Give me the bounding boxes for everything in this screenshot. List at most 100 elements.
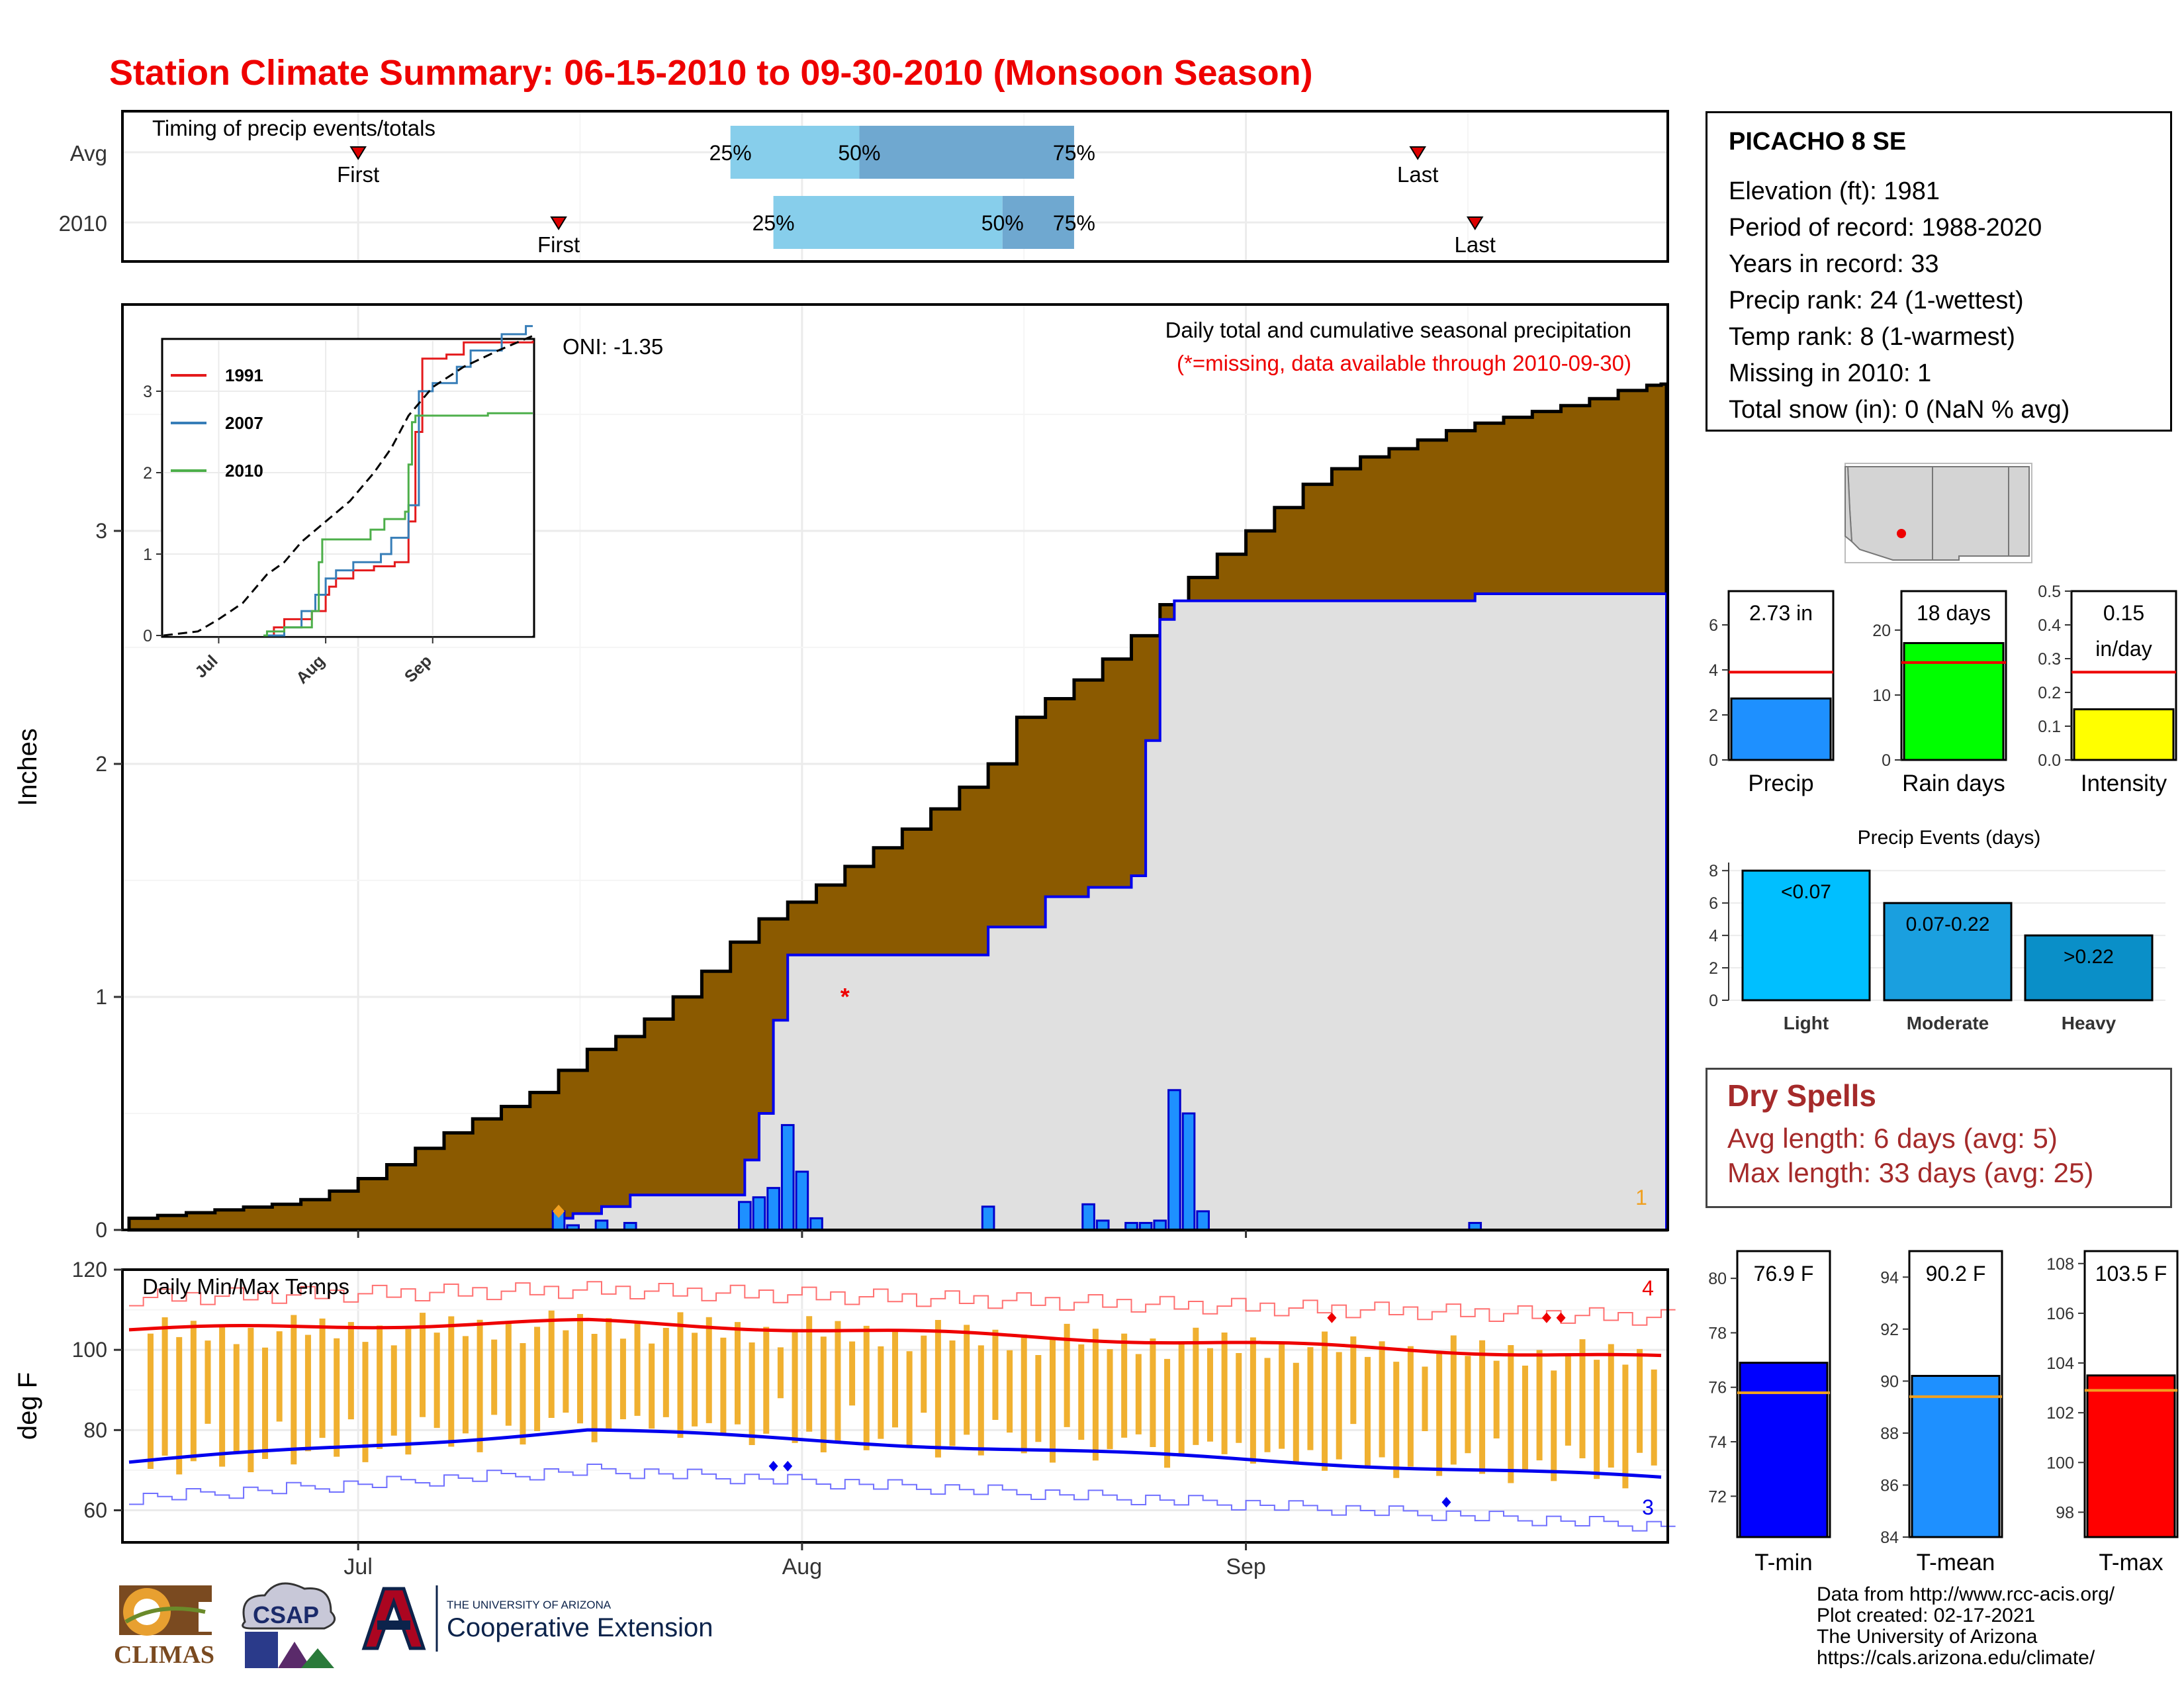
temp-y-tick-label: 80: [83, 1418, 107, 1442]
events-title: Precip Events (days): [1858, 827, 2041, 849]
daily-precip-bar: [809, 1217, 823, 1231]
events-y-tick-label: 6: [1709, 894, 1718, 913]
temp-summary-value-label: 90.2 F: [1926, 1262, 1986, 1286]
last-label: Last: [1397, 162, 1438, 187]
temp-summary-bar-T-mean: [1911, 1375, 2001, 1538]
missing-marker: *: [841, 983, 850, 1010]
last-marker: [1409, 146, 1426, 160]
main-y-tick-label: 1: [95, 985, 107, 1009]
inset-legend-label: 2010: [225, 461, 263, 481]
dry-spells-max-length: Max length: 33 days (avg: 25): [1727, 1157, 2094, 1188]
summary-category-label: Rain days: [1902, 771, 2005, 796]
timing-title: Timing of precip events/totals: [152, 116, 435, 140]
map-state-west: [1844, 466, 1853, 543]
events-range-label: 0.07-0.22: [1906, 914, 1990, 935]
record-low-marker: [783, 1460, 793, 1472]
station-elevation: Elevation (ft): 1981: [1729, 177, 1940, 205]
temperature-panel: Daily Min/Max Temps 4 3 deg F 60 80 100 120…: [13, 1258, 1676, 1579]
temp-summary-y-tick-label: 86: [1880, 1476, 1899, 1495]
ua-big-text: Cooperative Extension: [447, 1613, 713, 1642]
first-label: First: [337, 162, 379, 187]
temp-summary-y-tick-label: 90: [1880, 1372, 1899, 1391]
temp-x-tick-label: Sep: [1226, 1554, 1266, 1579]
timing-bar-q25-q50: [773, 196, 1003, 249]
location-map: [1844, 463, 2032, 563]
events-y-tick-label: 4: [1709, 927, 1718, 945]
missing-count: 1: [1635, 1186, 1647, 1209]
timing-panel: Timing of precip events/totals Avg 2010 …: [59, 110, 1669, 263]
timing-bar-q50-q75: [1002, 196, 1074, 249]
daily-precip-bar: [1095, 1219, 1110, 1231]
dry-spells-box: Dry Spells Avg length: 6 days (avg: 5) M…: [1706, 1068, 2172, 1208]
summary-y-tick-label: 6: [1709, 616, 1718, 635]
temp-y-tick-label: 120: [72, 1258, 107, 1282]
credit-data-source: Data from http://www.rcc-acis.org/: [1817, 1583, 2115, 1605]
main-y-tick-label: 2: [95, 752, 107, 776]
precip-events-chart: Precip Events (days) 0 2 4 6 8 <0.07 Light 0.07-…: [1709, 827, 2165, 1033]
csap-logo-text: CSAP: [253, 1601, 319, 1628]
climas-logo: CLIMAS: [114, 1585, 214, 1669]
daily-precip-bar: [1181, 1112, 1196, 1231]
summary-value-label: 0.15: [2103, 601, 2144, 625]
summary-y-tick-label: 2: [1709, 706, 1718, 725]
inset-y-tick-label: 1: [143, 545, 152, 564]
map-state-east: [2008, 466, 2030, 557]
avg-min-temp-line: [128, 1428, 1662, 1479]
summary-y-tick-label: 0.1: [2038, 718, 2061, 736]
events-y-tick-label: 2: [1709, 959, 1718, 978]
credit-university: The University of Arizona: [1817, 1626, 2038, 1648]
station-snow: Total snow (in): 0 (NaN % avg): [1729, 396, 2070, 424]
events-range-label: <0.07: [1781, 881, 1831, 903]
summary-y-tick-label: 0: [1709, 751, 1718, 770]
csap-logo: CSAP: [242, 1582, 336, 1668]
temp-summary-y-tick-label: 84: [1880, 1528, 1899, 1547]
inset-series-average: [163, 334, 533, 637]
temps-record-low-count: 3: [1642, 1495, 1654, 1519]
summary-y-tick-label: 4: [1709, 661, 1718, 680]
temps-record-high-count: 4: [1642, 1276, 1654, 1300]
summary-y-tick-label: 0.4: [2038, 616, 2061, 635]
climas-logo-text: CLIMAS: [114, 1641, 214, 1669]
inset-legend-label: 1991: [225, 365, 263, 385]
ua-small-text: THE UNIVERSITY OF ARIZONA: [447, 1599, 612, 1611]
station-years: Years in record: 33: [1729, 250, 1939, 278]
temp-summary-y-tick-label: 108: [2046, 1255, 2074, 1274]
page-title: Station Climate Summary: 06-15-2010 to 0…: [109, 53, 1313, 93]
temp-summary-y-tick-label: 106: [2046, 1305, 2074, 1323]
summary-category-label: Intensity: [2081, 771, 2167, 796]
summary-bar-Intensity: [2073, 708, 2175, 761]
temp-summary-value-label: 76.9 F: [1754, 1262, 1814, 1286]
inset-y-tick-label: 3: [143, 383, 152, 401]
timing-row-avg-label: Avg: [70, 141, 107, 165]
inset-y-tick-label: 2: [143, 464, 152, 483]
temp-summary-category-label: T-mean: [1917, 1550, 1995, 1575]
temp-summary-bar-T-min: [1739, 1362, 1829, 1538]
summary-bar-Precip: [1730, 697, 1832, 761]
station-precip-rank: Precip rank: 24 (1-wettest): [1729, 287, 2024, 314]
daily-precip-bar: [1081, 1203, 1095, 1231]
daily-precip-bar: [780, 1124, 795, 1231]
summary-y-tick-label: 0.3: [2038, 650, 2061, 669]
credit-url: https://cals.arizona.edu/climate/: [1817, 1647, 2095, 1669]
map-state-nm: [1932, 466, 2009, 561]
summary-value-label: 18 days: [1917, 601, 1991, 625]
main-y-tick-label: 3: [95, 519, 107, 543]
record-low-line: [129, 1463, 1676, 1532]
temp-summary-y-tick-label: 72: [1708, 1487, 1727, 1506]
first-label: First: [537, 232, 580, 257]
summary-bar-Rain days: [1903, 641, 2005, 761]
events-category-label: Light: [1784, 1013, 1829, 1033]
first-marker: [349, 146, 367, 160]
daily-precip-bar: [766, 1187, 780, 1231]
temp-summary-y-tick-label: 76: [1708, 1379, 1727, 1397]
timing-label-75: 75%: [1053, 141, 1095, 165]
temp-summary-y-tick-label: 104: [2046, 1354, 2074, 1373]
record-high-marker: [1541, 1312, 1551, 1323]
first-event-marker: [553, 1204, 565, 1218]
events-y-tick-label: 0: [1709, 992, 1718, 1010]
temp-summary-bar-T-max: [2086, 1374, 2176, 1538]
summary-value-label: in/day: [2095, 637, 2152, 661]
station-info-box: PICACHO 8 SE Elevation (ft): 1981 Period…: [1706, 111, 2172, 432]
